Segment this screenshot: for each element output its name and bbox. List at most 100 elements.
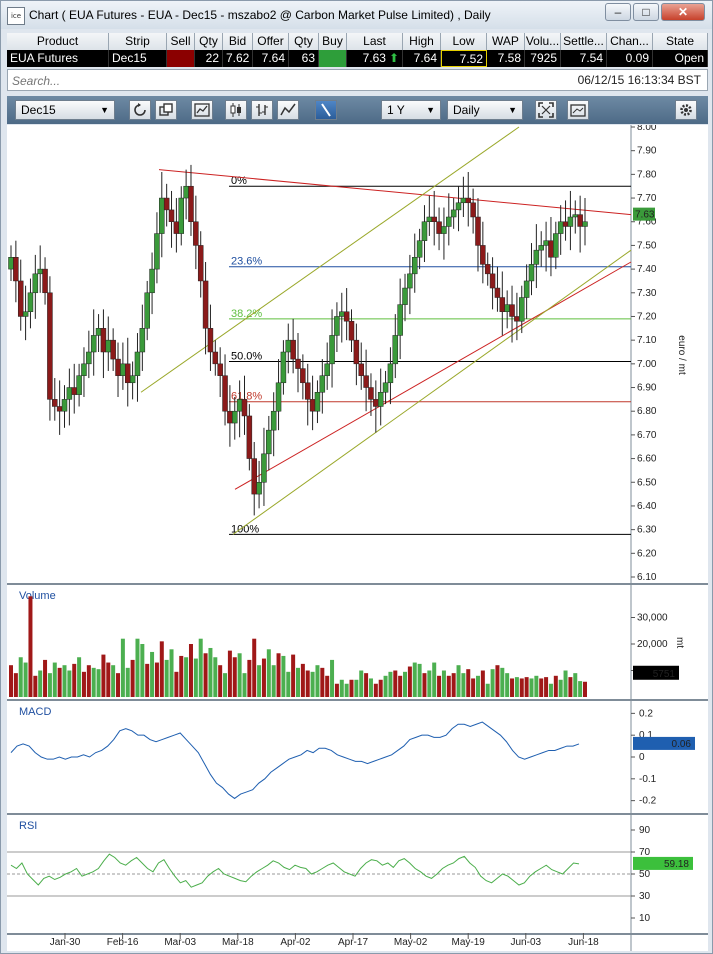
volume-bar (208, 647, 213, 697)
copy-button[interactable] (155, 100, 177, 120)
candle-body (110, 339, 116, 360)
chart-background (7, 125, 708, 951)
maximize-button[interactable]: □ (633, 3, 659, 21)
candle-body (484, 264, 491, 275)
price-y-tick-label: 7.10 (637, 335, 657, 346)
support-trendline (234, 261, 632, 490)
header-settle-13[interactable]: Settle... (561, 33, 607, 50)
quote-table-header: Product Strip Sell Qty Bid Offer Qty Buy Last Hig… (7, 33, 708, 51)
ohlc-icon (256, 104, 268, 116)
header-high-9[interactable]: High (403, 33, 441, 50)
volume-bar (383, 675, 388, 697)
candle-body (582, 221, 588, 227)
volume-bar (334, 683, 339, 697)
candle-body (358, 363, 364, 376)
bar-chart-button[interactable] (251, 100, 273, 120)
macd-y-tick-label: -0.1 (639, 774, 657, 785)
candle-body (197, 245, 204, 282)
header-qty-3[interactable]: Qty (195, 33, 223, 50)
candle-body (32, 273, 39, 294)
range-select[interactable]: 1 Y ▼ (381, 100, 441, 120)
header-strip-1[interactable]: Strip (109, 33, 167, 50)
draw-line-button[interactable] (315, 100, 337, 120)
quote-buy[interactable] (319, 50, 347, 67)
line-chart-icon (280, 103, 296, 116)
volume-bar (373, 683, 378, 697)
candle-body (304, 382, 311, 400)
volume-axis-unit: mt (674, 637, 685, 648)
candle-body (227, 410, 233, 424)
chart-canvas[interactable]: Jan-30 Feb-16 Mar-03 Mar-18 Apr-02 Apr-17 May-… (7, 125, 708, 951)
candle-body (460, 197, 467, 204)
header-offer-5[interactable]: Offer (253, 33, 289, 50)
quote-table-row[interactable]: EUA Futures Dec15 22 7.62 7.64 63 7.63 ⬆ 7.64 7.5… (7, 50, 708, 67)
volume-bar (544, 677, 549, 697)
header-bid-4[interactable]: Bid (223, 33, 253, 50)
strip-select[interactable]: Dec15 ▼ (15, 100, 115, 120)
header-buy-7[interactable]: Buy (319, 33, 347, 50)
quote-volume: 7925 (525, 50, 561, 67)
rsi-panel-title: RSI (19, 820, 37, 832)
header-last-8[interactable]: Last (347, 33, 403, 50)
draw-line-icon (321, 103, 331, 117)
header-qty-6[interactable]: Qty (289, 33, 319, 50)
chart-area[interactable]: Jan-30 Feb-16 Mar-03 Mar-18 Apr-02 Apr-17 May-… (7, 125, 708, 951)
header-product-0[interactable]: Product (7, 33, 109, 50)
candle-body (95, 328, 102, 336)
quote-bid[interactable]: 7.62 (223, 50, 253, 67)
candlestick-button[interactable] (225, 100, 247, 120)
header-state-15[interactable]: State (653, 33, 708, 50)
screenshot-button[interactable] (567, 100, 589, 120)
volume-y-tick-label: 30,000 (637, 613, 668, 624)
candle-body (144, 292, 150, 329)
candle-body (543, 240, 549, 246)
copy-icon (159, 103, 173, 116)
expand-button[interactable] (535, 100, 557, 120)
interval-select[interactable]: Daily ▼ (447, 100, 523, 120)
fibonacci-label: 0% (231, 175, 247, 187)
candle-body (27, 292, 34, 312)
chevron-down-icon: ▼ (100, 105, 109, 115)
volume-bar (223, 673, 228, 697)
candle-body (470, 202, 476, 218)
title-bar[interactable]: ice Chart ( EUA Futures - EUA - Dec15 - … (1, 1, 712, 29)
last-price-badge (633, 207, 655, 221)
volume-bar (271, 665, 276, 697)
header-wap-11[interactable]: WAP (487, 33, 525, 50)
chart-window-button[interactable] (191, 100, 213, 120)
up-arrow-icon: ⬆ (388, 51, 399, 65)
candle-body (363, 375, 369, 388)
volume-bar (573, 673, 578, 697)
quote-strip: Dec15 (109, 50, 167, 67)
volume-bar (398, 675, 403, 697)
minimize-button[interactable]: – (605, 3, 631, 21)
settings-button[interactable] (675, 100, 697, 120)
candle-body (499, 297, 506, 312)
volume-bar (519, 678, 524, 697)
candle-body (139, 328, 146, 353)
volume-bar (354, 679, 359, 697)
volume-bar (198, 638, 203, 697)
search-input[interactable] (10, 71, 464, 91)
reset-icon (134, 103, 146, 116)
candle-body (22, 311, 29, 317)
header-chan-14[interactable]: Chan... (607, 33, 653, 50)
volume-bar (261, 658, 266, 697)
volume-bar (111, 665, 116, 697)
close-button[interactable]: ✕ (661, 3, 705, 21)
candle-body (509, 304, 515, 317)
reset-button[interactable] (129, 100, 151, 120)
quote-sell[interactable] (167, 50, 195, 67)
candle-body (212, 351, 219, 365)
quote-bid-qty: 22 (195, 50, 223, 67)
header-sell-2[interactable]: Sell (167, 33, 195, 50)
header-low-10[interactable]: Low (441, 33, 487, 50)
quote-offer[interactable]: 7.64 (253, 50, 289, 67)
line-chart-button[interactable] (277, 100, 299, 120)
volume-bar (583, 681, 587, 697)
volume-bar (427, 670, 432, 697)
rsi-line (10, 853, 580, 888)
header-volu-12[interactable]: Volu... (525, 33, 561, 50)
volume-bar (417, 663, 422, 697)
